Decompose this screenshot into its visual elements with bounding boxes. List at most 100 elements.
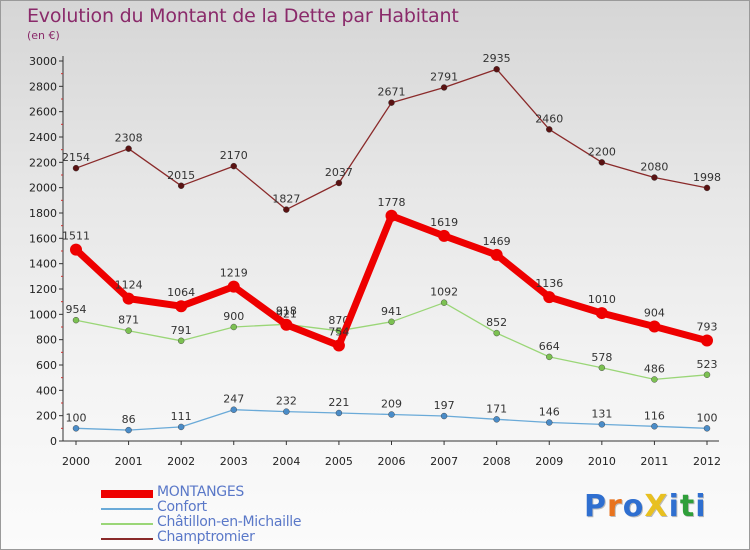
x-tick-label: 2003	[220, 455, 248, 468]
data-point-chatillon-en-michaille	[493, 329, 500, 337]
data-label-champtromier: 1827	[272, 193, 300, 206]
data-label-montanges: 1778	[378, 196, 406, 209]
data-label-chatillon-en-michaille: 664	[539, 340, 560, 353]
data-point-montanges	[701, 334, 713, 347]
x-tick-label: 2002	[167, 455, 195, 468]
data-point-confort	[72, 425, 80, 432]
data-point-confort	[125, 426, 132, 434]
x-tick-label: 2012	[693, 455, 721, 468]
data-point-champtromier	[283, 206, 290, 213]
data-point-champtromier	[335, 179, 343, 187]
data-label-montanges: 904	[644, 306, 665, 319]
data-label-confort: 100	[66, 411, 87, 424]
data-label-montanges: 1469	[483, 235, 511, 248]
data-point-champtromier	[493, 66, 500, 73]
data-point-champtromier	[546, 126, 553, 133]
data-point-chatillon-en-michaille	[651, 376, 658, 383]
legend-label-confort: Confort	[157, 499, 207, 515]
data-label-confort: 131	[591, 407, 612, 420]
data-point-montanges	[385, 209, 398, 222]
data-point-montanges	[175, 300, 188, 313]
data-label-chatillon-en-michaille: 852	[486, 316, 507, 329]
data-label-montanges: 1010	[588, 293, 616, 306]
data-point-champtromier	[440, 84, 448, 91]
data-label-champtromier: 2200	[588, 145, 616, 158]
data-label-champtromier: 1998	[693, 171, 721, 184]
data-label-chatillon-en-michaille: 523	[697, 358, 718, 371]
data-point-montanges	[438, 229, 451, 242]
x-tick-label: 2008	[483, 455, 511, 468]
legend-swatch-chatillon-en-michaille	[101, 523, 153, 525]
y-tick-label: 600	[36, 359, 57, 372]
chart-subtitle: (en €)	[27, 29, 60, 42]
y-tick-label: 2200	[29, 156, 57, 169]
data-label-confort: 111	[171, 410, 192, 423]
data-label-confort: 100	[697, 411, 718, 424]
data-label-champtromier: 2154	[62, 151, 90, 164]
data-point-chatillon-en-michaille	[72, 316, 80, 324]
data-label-chatillon-en-michaille: 791	[171, 324, 192, 337]
chart-title: Evolution du Montant de la Dette par Hab…	[27, 5, 459, 27]
x-tick-label: 2007	[430, 455, 458, 468]
data-label-confort: 247	[223, 393, 244, 406]
data-point-confort	[230, 406, 237, 413]
data-label-confort: 221	[328, 396, 349, 409]
data-label-confort: 171	[486, 402, 507, 415]
data-point-confort	[283, 408, 290, 415]
x-tick-label: 2010	[588, 455, 616, 468]
data-point-confort	[388, 411, 395, 418]
data-label-montanges: 918	[276, 305, 297, 318]
logo-letter: o	[622, 489, 645, 524]
data-label-champtromier: 2037	[325, 166, 353, 179]
data-point-champtromier	[651, 174, 658, 181]
y-tick-label: 400	[36, 384, 57, 397]
logo-letter: P	[584, 489, 607, 524]
y-tick-label: 2600	[29, 106, 57, 119]
x-tick-label: 2009	[535, 455, 563, 468]
data-point-chatillon-en-michaille	[388, 318, 395, 326]
data-point-montanges	[280, 318, 293, 331]
data-point-confort	[440, 412, 448, 420]
x-tick-label: 2001	[115, 455, 143, 468]
y-tick-label: 1200	[29, 283, 57, 296]
logo-letter: X	[644, 489, 669, 524]
data-label-chatillon-en-michaille: 578	[591, 351, 612, 364]
data-label-montanges: 1219	[220, 267, 248, 280]
data-label-confort: 86	[122, 413, 136, 426]
data-label-champtromier: 2671	[378, 86, 406, 99]
data-label-champtromier: 2460	[535, 112, 563, 125]
data-point-confort	[493, 416, 500, 423]
data-label-montanges: 1064	[167, 286, 195, 299]
y-tick-label: 1000	[29, 308, 57, 321]
data-point-chatillon-en-michaille	[703, 371, 711, 378]
legend-swatch-champtromier	[101, 538, 153, 540]
data-label-champtromier: 2080	[640, 161, 668, 174]
data-point-montanges	[595, 307, 608, 320]
data-point-chatillon-en-michaille	[125, 327, 132, 334]
data-point-confort	[703, 425, 711, 432]
data-point-chatillon-en-michaille	[440, 299, 448, 306]
logo-letter: i	[695, 489, 707, 524]
data-label-montanges: 1136	[535, 277, 563, 290]
data-point-champtromier	[703, 184, 711, 192]
x-tick-label: 2011	[640, 455, 668, 468]
data-label-chatillon-en-michaille: 900	[223, 310, 244, 323]
legend-label-chatillon-en-michaille: Châtillon-en-Michaille	[157, 514, 302, 530]
data-point-chatillon-en-michaille	[230, 323, 237, 331]
data-label-confort: 116	[644, 409, 665, 422]
data-point-chatillon-en-michaille	[546, 353, 553, 361]
data-point-confort	[598, 421, 606, 428]
data-point-montanges	[227, 280, 240, 293]
data-point-montanges	[543, 291, 556, 304]
data-point-champtromier	[125, 145, 132, 152]
legend-label-champtromier: Champtromier	[157, 529, 255, 545]
data-label-montanges: 793	[697, 321, 718, 334]
x-tick-label: 2000	[62, 455, 90, 468]
data-point-montanges	[332, 339, 345, 352]
data-point-champtromier	[598, 159, 606, 166]
data-label-montanges: 754	[328, 325, 349, 338]
data-point-champtromier	[72, 164, 80, 172]
data-label-chatillon-en-michaille: 1092	[430, 286, 458, 299]
data-label-confort: 146	[539, 406, 560, 419]
